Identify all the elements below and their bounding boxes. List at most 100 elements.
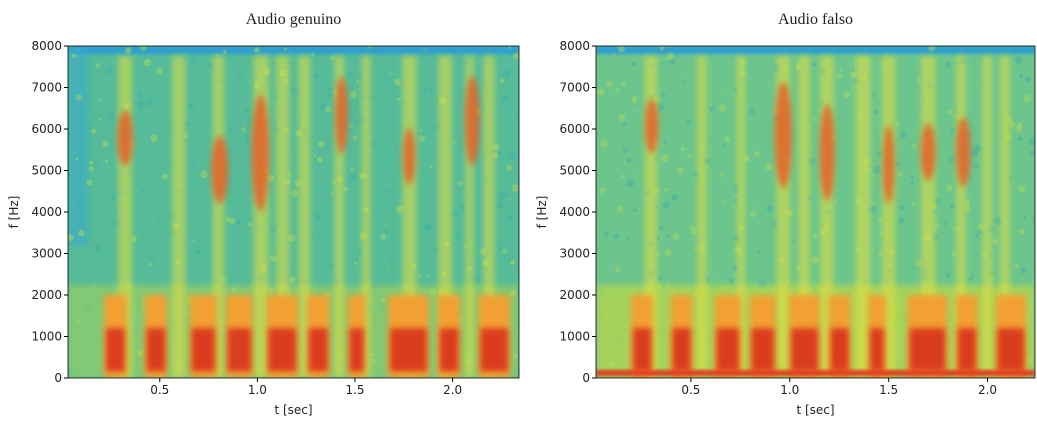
spectrogram-speckle [877,53,882,57]
spectrogram-speckle [910,180,915,186]
spectrogram-speckle [680,146,686,152]
spectrogram-speckle [236,73,243,79]
spectrogram-hf [819,104,835,201]
spectrogram-speckle [596,88,605,97]
spectrogram-speckle [660,62,664,65]
spectrogram-speckle [718,104,727,112]
spectrogram-speckle [419,128,423,132]
spectrogram-speckle [254,47,260,53]
spectrogram-speckle [273,120,277,125]
spectrogram-streak [465,56,474,378]
spectrogram-speckle [290,86,298,95]
spectrogram-speckle [499,215,502,218]
spectrogram-speckle [687,67,690,70]
spectrogram-speckle [314,213,322,221]
spectrogram-speckle [246,139,249,142]
spectrogram-top [68,46,519,54]
spectrogram-streak [1000,56,1010,378]
spectrogram-speckle [631,61,637,67]
spectrogram-speckle [950,128,956,133]
spectrogram-speckle [516,116,519,122]
spectrogram-syllable-core [268,328,297,372]
spectrogram-speckle [622,122,627,127]
spectrogram-speckle [347,72,352,77]
spectrogram-speckle [1009,121,1016,128]
spectrogram-speckle [971,274,975,278]
spectrogram-speckle [1031,215,1034,219]
spectrogram-speckle [508,152,517,161]
spectrogram-speckle [72,53,77,59]
spectrogram-speckle [968,277,972,281]
spectrogram-syllable-core [106,328,125,372]
spectrogram-speckle [270,255,277,262]
spectrogram-speckle [139,46,147,51]
spectrogram-speckle [1032,279,1035,284]
spectrogram-speckle [723,199,727,203]
spectrogram-speckle [928,46,935,52]
spectrogram-speckle [95,162,99,166]
y-tick-label: 4000 [31,205,62,219]
spectrogram-speckle [235,219,242,225]
spectrogram-syllable-core [957,328,976,372]
spectrogram-speckle [506,164,513,172]
spectrogram-speckle [102,140,109,148]
spectrogram-speckle [951,251,957,256]
spectrogram-speckle [432,247,438,253]
spectrogram-speckle [78,230,85,237]
spectrogram-speckle [125,46,132,54]
y-tick-label: 3000 [31,247,62,261]
spectrogram-syllable-core [830,328,849,372]
spectrogram-speckle [247,222,253,227]
spectrogram-speckle [791,240,795,244]
spectrogram-speckle [916,77,921,82]
spectrogram-speckle [661,92,666,98]
spectrogram-speckle [1028,137,1035,146]
spectrogram-speckle [692,171,699,178]
spectrogram-speckle [757,249,762,254]
y-tick-label: 6000 [559,122,590,136]
spectrogram-speckle [389,72,392,75]
spectrogram-speckle [509,198,512,201]
spectrogram-speckle [677,167,684,174]
spectrogram-speckle [512,52,519,60]
y-tick-label: 7000 [31,81,62,95]
spectrogram-speckle [167,230,174,237]
spectrogram-speckle [88,160,94,165]
spectrogram-speckle [394,145,399,150]
spectrogram-speckle [487,46,492,50]
spectrogram-speckle [950,203,956,209]
spectrogram-speckle [103,92,107,96]
spectrogram-speckle [618,114,626,121]
spectrogram-speckle [732,183,738,189]
spectrogram-speckle [205,201,210,205]
spectrogram-speckle [200,170,208,178]
spectrogram-speckle [850,71,857,78]
spectrogram-streak [982,56,992,378]
spectrogram-speckle [150,145,154,149]
spectrogram-hf [774,81,793,189]
spectrogram-speckle [290,267,295,272]
spectrogram-speckle [149,262,153,267]
spectrogram-speckle [598,188,604,194]
spectrogram-speckle [183,121,191,128]
spectrogram-speckle [678,133,681,136]
spectrogram-speckle [992,238,999,244]
spectrogram-speckle [1029,150,1035,156]
spectrogram-speckle [68,205,71,211]
spectrogram-speckle [684,71,687,75]
spectrogram-syllable-core [439,328,459,372]
spectrogram-speckle [721,142,726,148]
spectrogram-speckle [502,248,508,254]
spectrogram-speckle [912,266,915,269]
spectrogram-speckle [505,139,508,143]
spectrogram-speckle [897,172,903,178]
spectrogram-speckle [915,259,923,267]
spectrogram-speckle [244,107,250,113]
spectrogram-streak [736,56,745,378]
spectrogram-speckle [229,217,236,224]
spectrogram-speckle [191,238,195,242]
spectrogram-syllable-core [751,328,774,372]
spectrogram-speckle [758,237,761,240]
spectrogram-speckle [649,52,654,56]
